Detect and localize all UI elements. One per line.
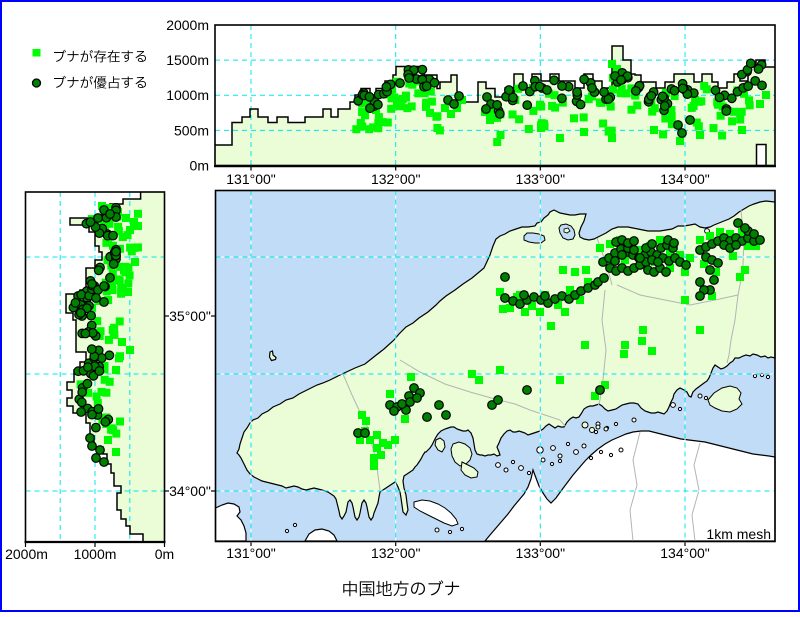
svg-text:134°00": 134°00" <box>660 545 710 561</box>
svg-text:131°00": 131°00" <box>226 545 276 561</box>
svg-text:1000m: 1000m <box>74 546 117 562</box>
svg-text:132°00": 132°00" <box>371 171 421 187</box>
svg-text:132°00": 132°00" <box>371 545 421 561</box>
svg-text:0m: 0m <box>190 158 209 174</box>
svg-text:2000m: 2000m <box>166 17 209 33</box>
svg-text:2000m: 2000m <box>5 546 48 562</box>
svg-text:1000m: 1000m <box>166 87 209 103</box>
svg-text:134°00": 134°00" <box>660 171 710 187</box>
svg-text:131°00": 131°00" <box>226 171 276 187</box>
svg-text:1500m: 1500m <box>166 52 209 68</box>
svg-text:1km mesh: 1km mesh <box>706 526 771 542</box>
svg-text:35°00": 35°00" <box>169 308 211 324</box>
svg-text:133°00": 133°00" <box>516 171 566 187</box>
svg-text:500m: 500m <box>174 122 209 138</box>
svg-text:133°00": 133°00" <box>516 545 566 561</box>
svg-text:34°00": 34°00" <box>169 483 211 499</box>
svg-text:0m: 0m <box>155 546 174 562</box>
